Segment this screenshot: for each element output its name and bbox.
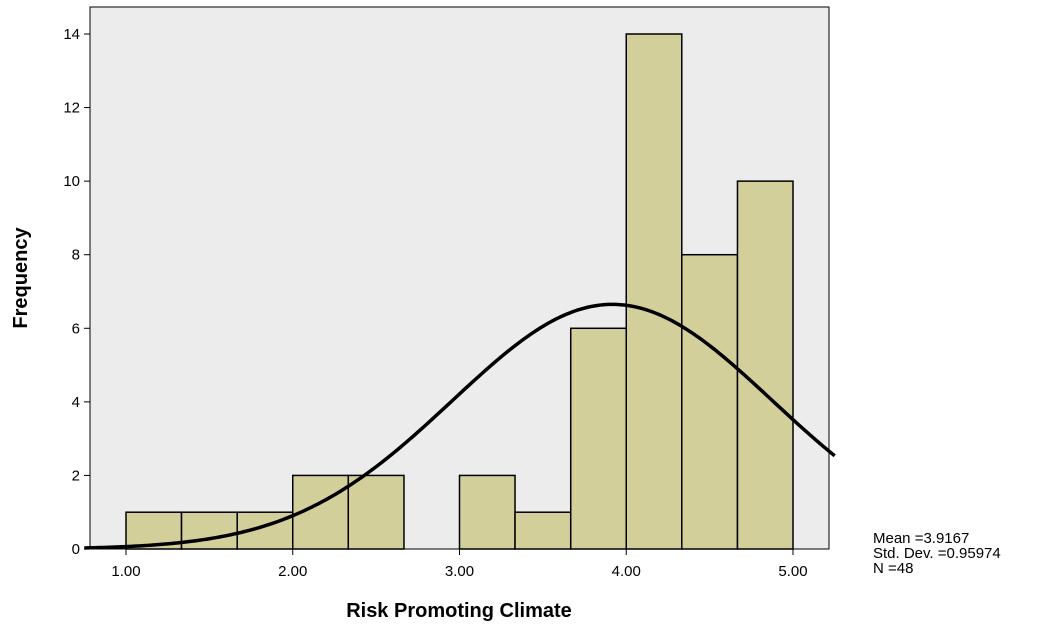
histogram-bar [514,511,572,550]
histogram-bar [736,180,794,550]
histogram-bar [569,327,627,550]
histogram-bar [347,474,405,550]
x-tick-label: 1.00 [111,563,140,580]
y-axis-ticks: 0 2 4 6 8 10 12 14 [63,26,90,558]
y-tick-label: 6 [72,320,80,337]
y-tick-label: 14 [63,26,80,43]
x-axis-ticks: 1.00 2.00 3.00 4.00 5.00 [111,549,808,580]
stats-std-dev: Std. Dev. =0.95974 [873,545,1001,562]
normal-curve [84,302,836,550]
x-tick-label: 2.00 [278,563,307,580]
x-tick-label: 4.00 [612,563,641,580]
y-tick-label: 8 [72,247,80,264]
y-tick-label: 12 [63,100,80,117]
stats-n: N =48 [873,560,914,577]
histogram-bar [681,253,739,550]
histogram-bar [180,511,238,550]
histogram-bars [125,33,794,550]
x-tick-label: 3.00 [445,563,474,580]
y-axis-title: Frequency [10,227,32,329]
stats-box: Mean =3.9167 Std. Dev. =0.95974 N =48 [873,531,1001,576]
x-tick-label: 5.00 [778,563,807,580]
histogram-bar [125,511,183,550]
x-axis-title: Risk Promoting Climate [346,600,572,622]
histogram-bar [625,33,683,550]
stats-mean: Mean =3.9167 [873,530,970,547]
histogram-bar [458,474,516,550]
y-tick-label: 0 [72,541,80,558]
y-tick-label: 10 [63,173,80,190]
y-tick-label: 4 [72,394,80,411]
y-tick-label: 2 [72,467,80,484]
